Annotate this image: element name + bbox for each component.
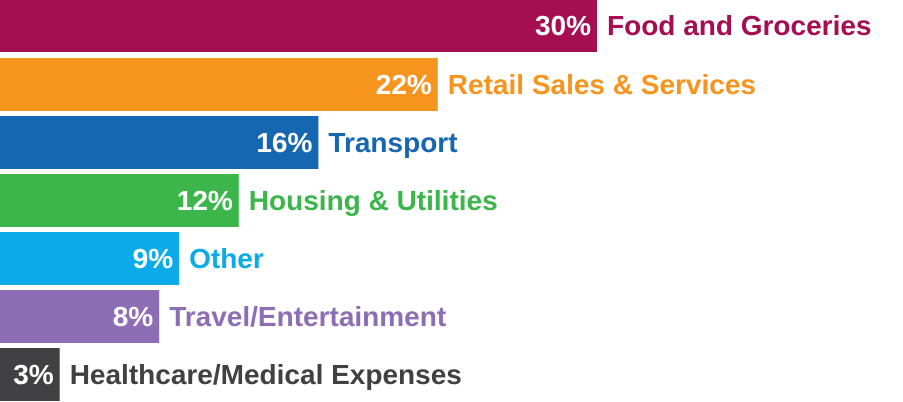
category-label: Retail Sales & Services: [448, 69, 756, 100]
category-label: Healthcare/Medical Expenses: [70, 359, 462, 390]
category-label: Food and Groceries: [607, 10, 872, 41]
value-label: 30%: [535, 10, 591, 41]
value-label: 9%: [133, 243, 174, 274]
bar: [0, 348, 60, 401]
bar: [0, 116, 319, 169]
value-label: 3%: [13, 359, 54, 390]
category-label: Travel/Entertainment: [169, 301, 446, 332]
value-label: 8%: [113, 301, 154, 332]
category-label: Other: [189, 243, 264, 274]
category-label: Transport: [328, 127, 457, 158]
bar: [0, 174, 239, 227]
bar: [0, 290, 160, 343]
category-label: Housing & Utilities: [249, 185, 498, 216]
value-label: 22%: [376, 69, 432, 100]
bar: [0, 232, 180, 285]
value-label: 12%: [177, 185, 233, 216]
value-label: 16%: [256, 127, 312, 158]
bar: [0, 58, 438, 111]
bar: [0, 0, 597, 52]
